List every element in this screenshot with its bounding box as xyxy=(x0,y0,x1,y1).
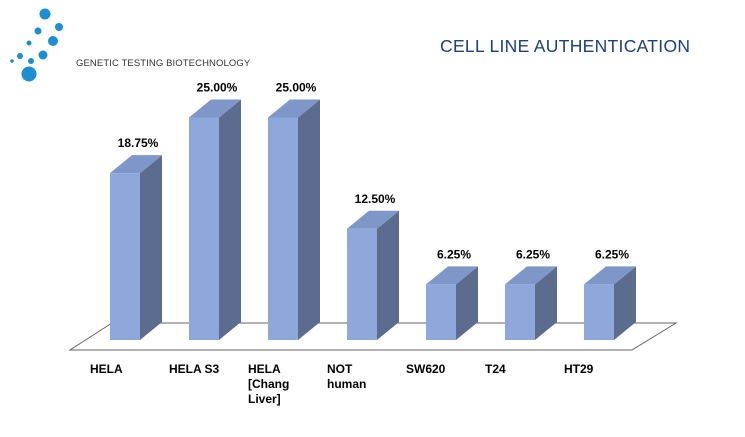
bar-side xyxy=(614,266,636,340)
category-label: HT29 xyxy=(564,362,594,376)
category-label: SW620 xyxy=(406,362,446,376)
category-label-line: human xyxy=(327,377,366,391)
data-label: 18.75% xyxy=(118,136,159,150)
bar-top xyxy=(268,99,320,118)
bar-side xyxy=(298,99,320,340)
bar-top xyxy=(505,266,557,285)
bar xyxy=(505,266,557,340)
bar-top xyxy=(110,155,162,174)
bar-side xyxy=(456,266,478,340)
page-title: CELL LINE AUTHENTICATION xyxy=(440,36,691,56)
bar-top xyxy=(189,99,241,118)
bar-front xyxy=(189,117,219,340)
bar-front xyxy=(110,173,140,340)
bar xyxy=(347,210,399,340)
company-logo: GENETIC TESTING BIOTECHNOLOGY xyxy=(0,0,300,90)
bar-top xyxy=(347,210,399,229)
bar xyxy=(268,99,320,340)
data-label: 6.25% xyxy=(595,247,629,261)
bar-front xyxy=(426,284,456,340)
bar-front xyxy=(505,284,535,340)
data-label: 6.25% xyxy=(516,247,550,261)
category-label: NOT human xyxy=(327,362,366,391)
data-label: 25.00% xyxy=(197,81,238,95)
data-label: 12.50% xyxy=(355,192,396,206)
bar-top xyxy=(584,266,636,285)
data-label: 25.00% xyxy=(276,81,317,95)
bar-top xyxy=(426,266,478,285)
category-label: HELA xyxy=(90,362,123,376)
bar-front xyxy=(268,117,298,340)
category-label-line: HT29 xyxy=(564,362,594,376)
bar xyxy=(426,266,478,340)
category-label: T24 xyxy=(485,362,506,376)
bar xyxy=(110,155,162,340)
category-label-line: T24 xyxy=(485,362,506,376)
bar xyxy=(189,99,241,340)
category-label-line: NOT xyxy=(327,362,353,376)
data-label: 6.25% xyxy=(437,247,471,261)
category-label-line: HELA S3 xyxy=(169,362,220,376)
bar-side xyxy=(377,210,399,340)
logo-dots-icon xyxy=(10,8,63,82)
company-name: GENETIC TESTING BIOTECHNOLOGY xyxy=(76,58,251,69)
bar-front xyxy=(584,284,614,340)
bar-side xyxy=(140,155,162,340)
bar xyxy=(584,266,636,340)
category-label: HELA S3 xyxy=(169,362,220,376)
category-label-line: [Chang xyxy=(248,377,289,391)
bar-side xyxy=(219,99,241,340)
category-label-line: HELA xyxy=(248,362,281,376)
bar-side xyxy=(535,266,557,340)
category-label-line: HELA xyxy=(90,362,123,376)
bar-front xyxy=(347,228,377,340)
category-label: HELA [Chang Liver] xyxy=(248,362,289,406)
category-label-line: Liver] xyxy=(248,392,281,406)
category-label-line: SW620 xyxy=(406,362,446,376)
